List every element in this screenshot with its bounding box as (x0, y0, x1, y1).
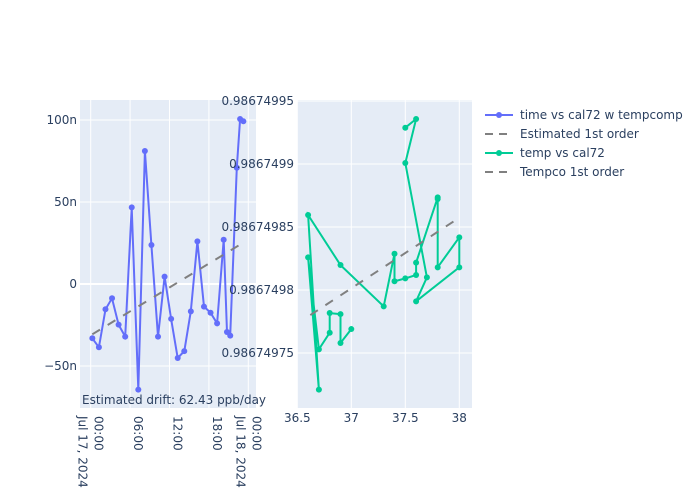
left-data-point (102, 306, 109, 313)
left-data-point (89, 335, 96, 342)
right-plot-area (297, 100, 472, 408)
right-data-point (456, 264, 463, 271)
right-x-tick-label: 37.5 (392, 411, 419, 425)
right-data-point (380, 303, 387, 310)
left-data-point (194, 238, 201, 245)
legend-item-label: time vs cal72 w tempcomp (520, 108, 683, 122)
left-data-point (200, 303, 207, 310)
left-y-tick-label: 50n (54, 195, 77, 209)
right-y-tick-label: 0.98674985 (221, 220, 294, 234)
left-data-point (141, 147, 148, 154)
right-data-point (315, 386, 322, 393)
right-y-tick-label: 0.98674975 (221, 346, 294, 360)
right-data-point (305, 254, 312, 261)
right-data-point (391, 278, 398, 285)
left-data-point (128, 204, 135, 211)
right-x-tick-label: 37 (344, 411, 359, 425)
left-data-point (187, 308, 194, 315)
legend-item-label: Estimated 1st order (520, 127, 639, 141)
right-x-tick-label: 36.5 (284, 411, 311, 425)
left-y-tick-label: −50n (44, 359, 77, 373)
left-data-point (233, 164, 240, 171)
left-data-point (181, 348, 188, 355)
legend-marker-swatch (496, 112, 502, 118)
right-data-point (337, 262, 344, 269)
right-data-point (337, 311, 344, 318)
legend-marker-swatch (496, 150, 502, 156)
right-data-point (391, 250, 398, 257)
left-x-tick-date: Jul 18, 2024 (233, 415, 247, 488)
right-data-point (413, 298, 420, 305)
right-data-point (326, 310, 333, 317)
right-data-point (402, 124, 409, 131)
left-data-point (155, 333, 162, 340)
left-x-tick-label: 18:00 (210, 416, 224, 451)
right-y-tick-label: 0.9867498 (229, 283, 294, 297)
right-data-point (326, 329, 333, 336)
left-data-point (115, 321, 122, 328)
left-data-point (214, 320, 221, 327)
left-plot-area (80, 100, 256, 408)
left-y-tick-label: 100n (46, 113, 77, 127)
legend-item-label: Tempco 1st order (519, 165, 624, 179)
left-data-point (240, 118, 247, 125)
left-x-tick-date: Jul 17, 2024 (76, 415, 90, 488)
right-data-point (348, 326, 355, 333)
right-data-point (434, 196, 441, 203)
left-data-point (174, 354, 181, 361)
right-data-point (413, 272, 420, 279)
left-x-tick-label: 06:00 (131, 416, 145, 451)
left-y-tick-label: 0 (69, 277, 77, 291)
left-data-point (207, 309, 214, 316)
right-data-point (305, 212, 312, 219)
left-data-point (135, 386, 142, 393)
left-trend-line (91, 243, 241, 336)
left-data-point (168, 315, 175, 322)
left-data-point (148, 241, 155, 248)
left-data-point (122, 333, 129, 340)
left-data-point (95, 344, 102, 351)
left-x-tick-label: 00:00 (92, 416, 106, 451)
right-y-tick-label: 0.9867499 (229, 157, 294, 171)
right-data-point (402, 159, 409, 166)
right-data-point (434, 264, 441, 271)
legend[interactable]: time vs cal72 w tempcomp Estimated 1st or… (485, 108, 683, 179)
right-data-point (315, 346, 322, 353)
left-data-point (220, 236, 227, 243)
right-series-line (306, 116, 461, 390)
left-data-point (109, 295, 116, 302)
drift-annotation: Estimated drift: 62.43 ppb/day (82, 393, 266, 407)
right-data-point (423, 274, 430, 281)
right-y-tick-label: 0.98674995 (221, 94, 294, 108)
legend-item-label: temp vs cal72 (520, 146, 605, 160)
left-x-tick-label: 00:00 (249, 416, 263, 451)
right-data-point (402, 275, 409, 282)
right-x-tick-label: 38 (452, 411, 467, 425)
right-data-point (413, 116, 420, 123)
left-data-point (227, 332, 234, 339)
right-data-point (337, 340, 344, 347)
right-data-point (456, 234, 463, 241)
right-data-point (413, 259, 420, 266)
left-x-tick-label: 12:00 (171, 416, 185, 451)
right-trend-line (309, 216, 460, 316)
left-data-point (161, 273, 168, 280)
